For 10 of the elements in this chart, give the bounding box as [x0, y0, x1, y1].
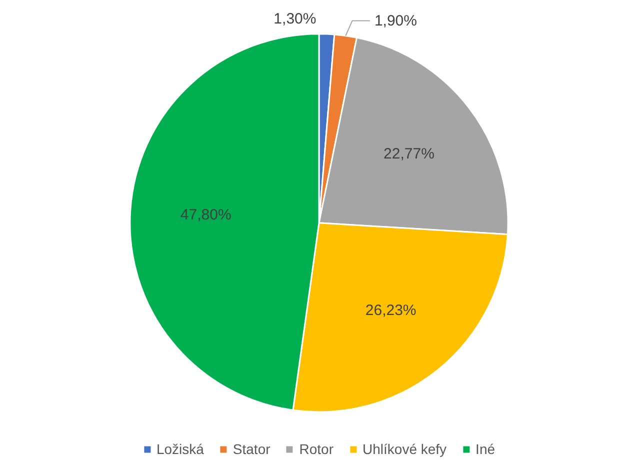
data-label: 22,77%	[384, 145, 434, 162]
legend-label: Ložiská	[156, 441, 204, 457]
legend-label: Stator	[232, 441, 270, 457]
data-label: 47,80%	[180, 206, 232, 224]
legend-label: Uhlíkové kefy	[362, 441, 447, 457]
legend-label: Rotor	[299, 441, 334, 457]
data-label: 1,30%	[274, 10, 316, 28]
data-label: 1,90%	[374, 12, 418, 30]
data-label: 26,23%	[365, 302, 416, 320]
legend-label: Iné	[476, 441, 496, 457]
